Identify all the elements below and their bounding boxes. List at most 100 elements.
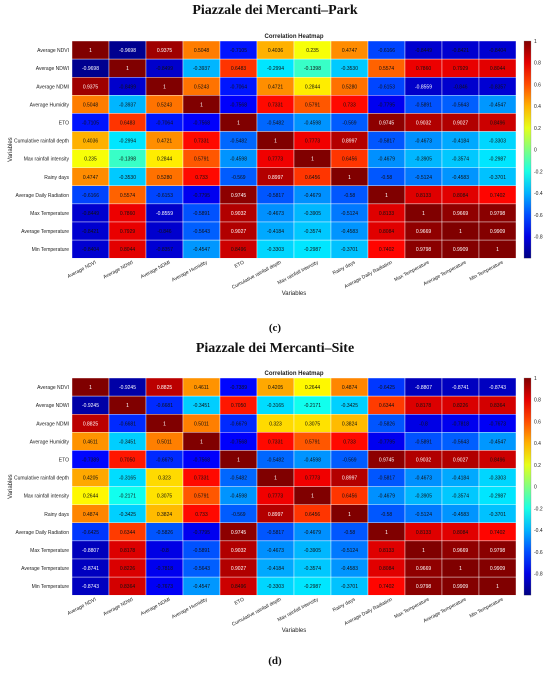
- cell-value-label: 1: [126, 403, 129, 409]
- cell-value-label: 0.4874: [342, 385, 358, 391]
- cell-value-label: -0.58: [381, 512, 393, 518]
- cell-value-label: 0.5574: [379, 66, 395, 72]
- cell-value-label: -0.7568: [193, 457, 210, 463]
- cell-value-label: 0.9909: [453, 584, 469, 590]
- colorbar-tick-label: 0.8: [534, 398, 541, 404]
- cell-value-label: -0.3574: [304, 229, 321, 235]
- x-tick-label: Average NDMI: [140, 597, 172, 618]
- cell-value-label: 0.7773: [305, 139, 321, 145]
- cell-value-label: -0.5891: [415, 102, 432, 108]
- cell-value-label: -0.3425: [341, 403, 358, 409]
- cell-value-label: -0.2987: [304, 247, 321, 253]
- x-tick-label: Rainy days: [332, 259, 357, 276]
- cell-value-label: 0.2844: [305, 84, 321, 90]
- heatmap-cell: [478, 576, 517, 596]
- cell-value-label: -0.1398: [304, 66, 321, 72]
- cell-value-label: 0.733: [195, 512, 208, 518]
- cell-value-label: 0.8997: [342, 476, 358, 482]
- cell-value-label: -0.3451: [193, 403, 210, 409]
- cell-value-label: -0.4184: [267, 229, 284, 235]
- colorbar-tick-label: 1: [534, 39, 537, 45]
- cell-value-label: 0.8364: [120, 584, 136, 590]
- y-tick-label: Average NDMI: [36, 84, 69, 90]
- cell-value-label: -0.4184: [267, 566, 284, 572]
- cell-value-label: 0.9032: [231, 548, 247, 554]
- y-tick-label: Average NDWI: [36, 403, 69, 409]
- cell-value-label: -0.7389: [82, 457, 99, 463]
- cell-value-label: 1: [496, 584, 499, 590]
- cell-value-label: 0.8178: [120, 548, 136, 554]
- x-tick-label: Min Temperature: [469, 597, 505, 620]
- colorbar-tick-label: 1: [534, 376, 537, 382]
- cell-value-label: 1: [200, 439, 203, 445]
- cell-value-label: -0.3530: [341, 66, 358, 72]
- x-tick-label: Max rainfall intensity: [277, 259, 320, 286]
- cell-value-label: 0.733: [343, 102, 356, 108]
- cell-value-label: -0.3574: [452, 494, 469, 500]
- cell-value-label: -0.5124: [415, 175, 432, 181]
- cell-value-label: 0.4205: [268, 385, 284, 391]
- cell-value-label: -0.8559: [415, 84, 432, 90]
- cell-value-label: 0.9669: [416, 566, 432, 572]
- cell-value-label: -0.5817: [267, 193, 284, 199]
- cell-value-label: 0.2644: [83, 494, 99, 500]
- cell-value-label: -0.7795: [378, 439, 395, 445]
- colorbar-tick-label: 0: [534, 148, 537, 154]
- cell-value-label: 0.7402: [490, 530, 506, 536]
- cell-value-label: 0.8226: [453, 403, 469, 409]
- cell-value-label: 0.5791: [194, 494, 210, 500]
- cell-value-label: 0.7331: [268, 439, 284, 445]
- cell-value-label: -0.6166: [82, 193, 99, 199]
- y-tick-label: Average Daily Radiation: [15, 193, 69, 199]
- y-tick-label: Average NDWI: [36, 66, 69, 72]
- y-tick-label: Average Daily Radiation: [15, 530, 69, 536]
- cell-value-label: -0.7105: [82, 120, 99, 126]
- cell-value-label: 0.733: [195, 175, 208, 181]
- cell-value-label: 0.733: [343, 439, 356, 445]
- panel-label-d: (d): [268, 655, 282, 667]
- cell-value-label: 0.9375: [157, 48, 173, 54]
- cell-value-label: 0.7929: [453, 66, 469, 72]
- cell-value-label: 0.9745: [231, 530, 247, 536]
- cell-value-label: -0.5826: [156, 530, 173, 536]
- cell-value-label: -0.7064: [230, 84, 247, 90]
- cell-value-label: 0.9027: [453, 120, 469, 126]
- colorbar-tick-label: 0: [534, 485, 537, 491]
- cell-value-label: 0.9669: [453, 548, 469, 554]
- colorbar-tick-label: -0.4: [534, 528, 543, 534]
- cell-value-label: -0.7818: [156, 566, 173, 572]
- cell-value-label: 0.8825: [157, 385, 173, 391]
- cell-value-label: -0.2987: [304, 584, 321, 590]
- cell-value-label: 1: [237, 457, 240, 463]
- cell-value-label: -0.5482: [267, 457, 284, 463]
- cell-value-label: -0.5482: [230, 139, 247, 145]
- cell-value-label: 0.5574: [120, 193, 136, 199]
- cell-value-label: 0.4611: [83, 439, 98, 445]
- cell-value-label: -0.3574: [452, 157, 469, 163]
- y-tick-label: Min Temperature: [32, 247, 70, 253]
- cell-value-label: -0.3165: [119, 476, 136, 482]
- cell-value-label: 0.9669: [453, 211, 469, 217]
- cell-value-label: -0.3425: [119, 512, 136, 518]
- cell-value-label: 0.5791: [305, 102, 321, 108]
- y-tick-label: Average Humidity: [30, 439, 70, 445]
- cell-value-label: -0.7568: [230, 439, 247, 445]
- cell-value-label: 0.9669: [416, 229, 432, 235]
- x-tick-label: Rainy days: [332, 596, 357, 613]
- cell-value-label: -0.4583: [341, 566, 358, 572]
- cell-value-label: -0.3701: [341, 247, 358, 253]
- cell-value-label: 0.9798: [490, 548, 506, 554]
- cell-value-label: -0.58: [344, 530, 356, 536]
- cell-value-label: 0.5791: [305, 439, 321, 445]
- cell-value-label: 1: [237, 120, 240, 126]
- colorbar-tick-label: -0.2: [534, 169, 543, 175]
- cell-value-label: 0.4036: [268, 48, 284, 54]
- heatmap-site: Correlation Heatmap 1 -0.9245 0.8825 0.4611 -…: [8, 371, 543, 634]
- cell-value-label: -0.4673: [267, 211, 284, 217]
- cell-value-label: 0.8084: [379, 229, 395, 235]
- colorbar-tick-label: -0.6: [534, 550, 543, 556]
- cell-value-label: 0.9027: [453, 457, 469, 463]
- cell-value-label: 0.4721: [157, 139, 173, 145]
- y-tick-label: Cumulative rainfall depth: [14, 139, 69, 145]
- cell-value-label: -0.3905: [415, 157, 432, 163]
